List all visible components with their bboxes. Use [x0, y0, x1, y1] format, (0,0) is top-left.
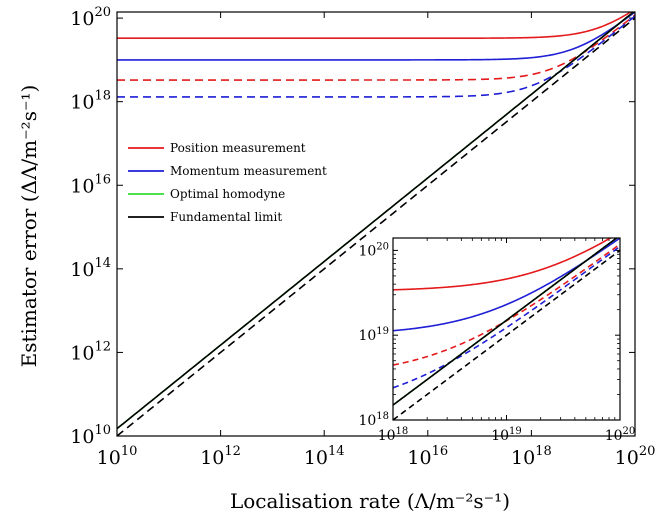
y-tick-label: 1018: [70, 89, 111, 114]
inset-series: [393, 238, 620, 420]
x-axis-label: Localisation rate (Λ/m⁻²s⁻¹): [230, 489, 510, 513]
inset-series-line-0: [393, 238, 613, 291]
inset-series-line-3: [393, 245, 620, 389]
inset-background: [393, 238, 620, 420]
legend-entry: Fundamental limit: [170, 210, 282, 224]
legend-entry: Position measurement: [170, 141, 306, 155]
main-series-line-0: [117, 12, 633, 40]
legend: Position measurement Momentum measurement…: [128, 141, 327, 224]
x-tick-label: 1020: [615, 444, 656, 469]
inset-series-line-6: [393, 249, 620, 420]
legend-entry: Optimal homodyne: [170, 187, 285, 201]
main-series-line-3: [117, 15, 635, 98]
x-tick-label: 1018: [378, 426, 409, 444]
main-series-line-2: [117, 14, 635, 81]
main-series-line-1: [117, 12, 635, 61]
x-tick-label: 1010: [97, 444, 138, 469]
y-tick-label: 1019: [358, 326, 389, 344]
inset-frame: [392, 237, 621, 421]
y-tick-label: 1016: [70, 172, 111, 197]
y-tick-label: 1010: [70, 423, 111, 448]
y-tick-label: 1020: [70, 5, 111, 30]
y-tick-label: 1018: [358, 411, 389, 429]
main-series: [117, 12, 635, 436]
inset-series-line-5: [393, 238, 618, 406]
y-axis-label: Estimator error (ΔΛ/m⁻²s⁻¹): [17, 85, 41, 368]
x-tick-label: 1020: [605, 426, 636, 444]
main-series-line-6: [117, 17, 635, 436]
y-tick-label: 1020: [358, 241, 389, 259]
x-tick-label: 1019: [491, 426, 522, 444]
main-series-line-5: [117, 12, 635, 430]
y-tick-label: 1014: [70, 256, 111, 281]
x-tick-label: 1012: [200, 444, 241, 469]
main-plot-area: 1010 1012 1014 1016 1018 10201010101210141016…: [70, 5, 655, 469]
x-tick-label: 1016: [407, 444, 448, 469]
main-frame: [116, 11, 636, 437]
x-tick-label: 1014: [304, 444, 345, 469]
inset-plot-area: 1018 1019 1020 1018 1019 1020: [358, 237, 636, 444]
legend-entry: Momentum measurement: [170, 164, 327, 178]
y-tick-label: 1012: [70, 339, 111, 364]
x-tick-label: 1018: [511, 444, 552, 469]
